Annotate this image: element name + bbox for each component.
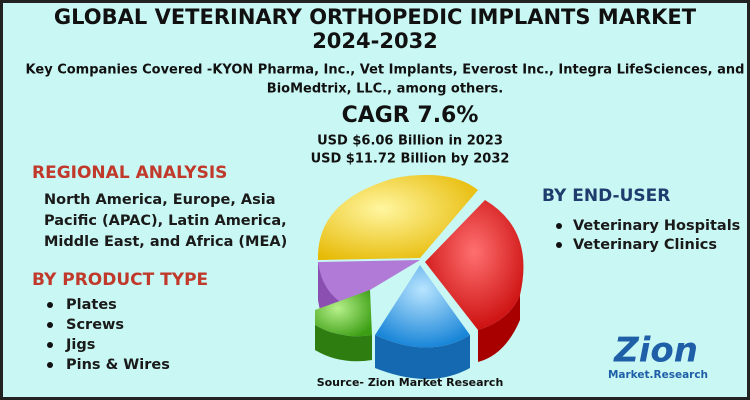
logo-tagline: Market.Research xyxy=(608,369,708,381)
list-item: Veterinary Clinics xyxy=(573,237,717,253)
market-value: USD $6.06 Billion in 2023 xyxy=(317,134,503,149)
section-heading: BY PRODUCT TYPE xyxy=(32,270,208,290)
section-heading: REGIONAL ANALYSIS xyxy=(32,163,227,183)
subtitle: BioMedtrix, LLC., among others. xyxy=(267,82,503,97)
title: 2024-2032 xyxy=(312,29,438,53)
list-item: Pins & Wires xyxy=(66,357,170,373)
list-item: Screws xyxy=(66,317,124,333)
list-item: Veterinary Hospitals xyxy=(573,218,740,234)
list-item: Plates xyxy=(66,297,117,313)
subtitle: Key Companies Covered -KYON Pharma, Inc.… xyxy=(26,63,745,78)
bullets xyxy=(47,223,562,368)
pie-illustration xyxy=(315,174,524,379)
list-item: Jigs xyxy=(65,337,95,353)
region-text: Pacific (APAC), Latin America, xyxy=(44,213,287,229)
logo-name: Zion xyxy=(613,331,698,371)
source: Source- Zion Market Research xyxy=(317,376,504,389)
title: GLOBAL VETERINARY ORTHOPEDIC IMPLANTS MA… xyxy=(54,5,697,29)
logo-band xyxy=(606,368,710,381)
region-text: North America, Europe, Asia xyxy=(44,192,276,208)
market-value: USD $11.72 Billion by 2032 xyxy=(311,152,510,167)
section-heading: BY END-USER xyxy=(542,186,670,206)
cagr: CAGR 7.6% xyxy=(342,103,479,128)
region-text: Middle East, and Africa (MEA) xyxy=(44,234,287,250)
